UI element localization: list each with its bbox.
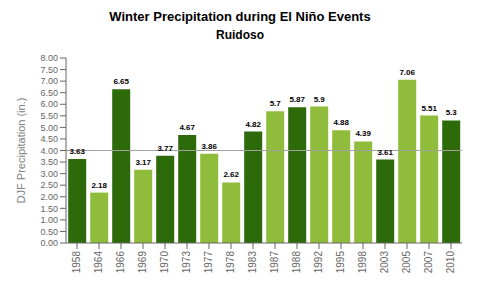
svg-text:5.00: 5.00	[40, 123, 58, 133]
svg-text:4.39: 4.39	[355, 129, 371, 138]
html-text:Ruidoso: Ruidoso	[216, 28, 264, 42]
svg-text:3.86: 3.86	[201, 142, 217, 151]
svg-text:4.67: 4.67	[179, 123, 195, 132]
svg-text:1964: 1964	[93, 251, 104, 274]
svg-text:1978: 1978	[225, 251, 236, 274]
svg-text:2.18: 2.18	[91, 181, 107, 190]
svg-text:1977: 1977	[203, 251, 214, 274]
svg-text:2.50: 2.50	[40, 180, 58, 190]
svg-text:5.87: 5.87	[289, 95, 305, 104]
svg-text:4.88: 4.88	[333, 118, 349, 127]
svg-text:2003: 2003	[379, 251, 390, 274]
html-text:Winter Precipitation during El: Winter Precipitation during El Niño Even…	[109, 9, 371, 24]
svg-text:2.62: 2.62	[223, 170, 239, 179]
svg-text:6.65: 6.65	[113, 77, 129, 86]
svg-text:2010: 2010	[445, 251, 456, 274]
svg-text:7.50: 7.50	[40, 65, 58, 75]
svg-text:1.50: 1.50	[40, 204, 58, 214]
svg-text:0.00: 0.00	[40, 238, 58, 248]
svg-text:3.17: 3.17	[135, 158, 151, 167]
svg-text:DJF Precipitation (in.): DJF Precipitation (in.)	[15, 98, 27, 204]
svg-text:1992: 1992	[313, 251, 324, 274]
svg-text:2005: 2005	[401, 251, 412, 274]
svg-text:0.50: 0.50	[40, 227, 58, 237]
svg-text:4.50: 4.50	[40, 134, 58, 144]
svg-text:1.00: 1.00	[40, 215, 58, 225]
svg-text:1988: 1988	[291, 251, 302, 274]
svg-text:5.51: 5.51	[421, 104, 437, 113]
svg-text:1966: 1966	[115, 251, 126, 274]
svg-text:1969: 1969	[137, 251, 148, 274]
svg-text:7.06: 7.06	[399, 68, 415, 77]
svg-text:5.50: 5.50	[40, 111, 58, 121]
svg-text:2.00: 2.00	[40, 192, 58, 202]
svg-text:3.63: 3.63	[69, 147, 85, 156]
svg-text:1995: 1995	[335, 251, 346, 274]
svg-text:3.77: 3.77	[157, 144, 173, 153]
svg-text:3.00: 3.00	[40, 169, 58, 179]
svg-text:6.00: 6.00	[40, 99, 58, 109]
svg-text:1983: 1983	[247, 251, 258, 274]
svg-text:8.00: 8.00	[40, 53, 58, 63]
svg-text:3.50: 3.50	[40, 157, 58, 167]
svg-text:1998: 1998	[357, 251, 368, 274]
svg-text:5.3: 5.3	[446, 108, 458, 117]
svg-text:7.00: 7.00	[40, 76, 58, 86]
svg-text:2007: 2007	[423, 251, 434, 274]
svg-text:1973: 1973	[181, 251, 192, 274]
svg-text:4.00: 4.00	[40, 146, 58, 156]
svg-text:4.82: 4.82	[245, 120, 261, 129]
svg-text:3.61: 3.61	[377, 148, 393, 157]
svg-text:1958: 1958	[71, 251, 82, 274]
svg-text:5.9: 5.9	[314, 95, 326, 104]
svg-text:6.50: 6.50	[40, 88, 58, 98]
svg-text:1970: 1970	[159, 251, 170, 274]
svg-text:1987: 1987	[269, 251, 280, 274]
svg-text:5.7: 5.7	[270, 99, 282, 108]
